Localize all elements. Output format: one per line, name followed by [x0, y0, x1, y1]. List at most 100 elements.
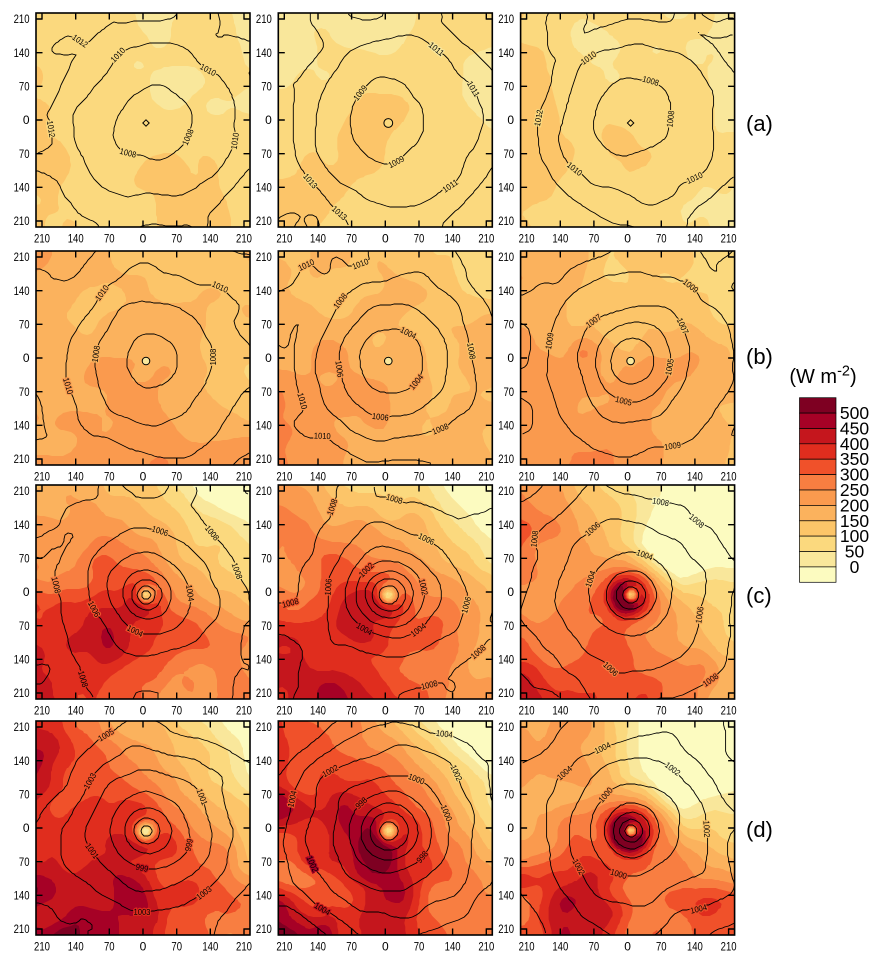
svg-text:210: 210: [721, 704, 737, 718]
svg-text:1004: 1004: [435, 728, 453, 740]
svg-text:140: 140: [14, 518, 30, 532]
svg-text:70: 70: [504, 619, 515, 633]
svg-text:140: 140: [310, 232, 326, 246]
svg-text:500: 500: [840, 403, 869, 423]
svg-text:1012: 1012: [45, 120, 58, 138]
svg-text:140: 140: [498, 889, 514, 903]
svg-text:150: 150: [840, 511, 869, 531]
svg-text:70: 70: [589, 470, 600, 484]
svg-text:1006: 1006: [333, 360, 345, 378]
svg-text:210: 210: [14, 484, 30, 498]
svg-text:140: 140: [687, 940, 703, 954]
svg-text:70: 70: [504, 80, 515, 94]
svg-text:140: 140: [14, 284, 30, 298]
svg-text:210: 210: [34, 704, 50, 718]
svg-text:210: 210: [256, 686, 272, 700]
svg-text:70: 70: [656, 470, 667, 484]
svg-text:1008: 1008: [664, 110, 676, 128]
svg-text:210: 210: [256, 452, 272, 466]
svg-text:210: 210: [276, 470, 292, 484]
svg-text:140: 140: [202, 470, 218, 484]
svg-text:210: 210: [721, 940, 737, 954]
svg-text:1010: 1010: [314, 431, 331, 442]
svg-text:140: 140: [445, 232, 461, 246]
svg-text:140: 140: [498, 181, 514, 195]
svg-text:210: 210: [276, 704, 292, 718]
svg-text:210: 210: [478, 940, 494, 954]
svg-text:210: 210: [256, 214, 272, 228]
svg-text:210: 210: [519, 940, 535, 954]
svg-text:140: 140: [687, 470, 703, 484]
svg-text:70: 70: [414, 470, 425, 484]
svg-text:70: 70: [504, 552, 515, 566]
svg-text:140: 140: [14, 889, 30, 903]
svg-text:70: 70: [19, 80, 30, 94]
svg-text:1008: 1008: [465, 342, 478, 361]
svg-text:210: 210: [236, 470, 252, 484]
svg-text:140: 140: [552, 940, 568, 954]
svg-text:70: 70: [104, 470, 115, 484]
svg-text:0: 0: [23, 821, 30, 835]
svg-text:70: 70: [346, 470, 357, 484]
svg-text:70: 70: [261, 619, 272, 633]
svg-text:1008: 1008: [90, 345, 103, 363]
svg-text:140: 140: [310, 940, 326, 954]
svg-text:140: 140: [256, 889, 272, 903]
svg-text:70: 70: [589, 940, 600, 954]
svg-text:210: 210: [498, 686, 514, 700]
svg-text:1006: 1006: [371, 411, 389, 423]
svg-text:140: 140: [310, 704, 326, 718]
svg-text:140: 140: [445, 470, 461, 484]
svg-text:210: 210: [236, 232, 252, 246]
svg-text:0: 0: [382, 940, 389, 954]
svg-text:0: 0: [624, 232, 631, 246]
svg-text:(d): (d): [746, 817, 773, 842]
svg-text:0: 0: [382, 704, 389, 718]
svg-text:210: 210: [256, 720, 272, 734]
svg-text:140: 140: [256, 181, 272, 195]
svg-text:0: 0: [382, 232, 389, 246]
svg-text:1008: 1008: [208, 348, 218, 365]
svg-text:210: 210: [276, 232, 292, 246]
svg-text:70: 70: [171, 232, 182, 246]
svg-text:(b): (b): [746, 344, 773, 369]
svg-text:0: 0: [265, 351, 272, 365]
svg-text:140: 140: [202, 940, 218, 954]
svg-text:210: 210: [498, 214, 514, 228]
svg-text:70: 70: [504, 318, 515, 332]
svg-text:1009: 1009: [663, 440, 681, 453]
svg-text:140: 140: [552, 704, 568, 718]
svg-text:210: 210: [498, 720, 514, 734]
svg-text:70: 70: [19, 552, 30, 566]
svg-text:0: 0: [265, 113, 272, 127]
svg-text:450: 450: [840, 419, 869, 439]
svg-text:140: 140: [68, 940, 84, 954]
svg-text:140: 140: [14, 754, 30, 768]
svg-text:210: 210: [14, 250, 30, 264]
svg-text:140: 140: [202, 232, 218, 246]
svg-text:(W m-2): (W m-2): [789, 364, 856, 389]
svg-text:0: 0: [140, 470, 147, 484]
svg-text:0: 0: [23, 585, 30, 599]
svg-text:70: 70: [504, 855, 515, 869]
svg-text:210: 210: [478, 470, 494, 484]
svg-text:140: 140: [498, 518, 514, 532]
svg-text:70: 70: [261, 385, 272, 399]
svg-text:0: 0: [140, 704, 147, 718]
svg-text:1006: 1006: [693, 606, 705, 624]
svg-text:1008: 1008: [528, 530, 540, 548]
svg-text:140: 140: [687, 704, 703, 718]
svg-text:1012: 1012: [532, 109, 545, 128]
svg-text:210: 210: [519, 232, 535, 246]
svg-text:70: 70: [589, 232, 600, 246]
svg-text:70: 70: [261, 80, 272, 94]
svg-text:140: 140: [445, 704, 461, 718]
svg-text:1004: 1004: [184, 584, 196, 602]
svg-text:0: 0: [265, 585, 272, 599]
svg-text:210: 210: [256, 484, 272, 498]
svg-text:210: 210: [256, 12, 272, 26]
svg-text:140: 140: [498, 284, 514, 298]
svg-text:1004: 1004: [285, 789, 298, 808]
svg-text:1002: 1002: [701, 820, 712, 838]
svg-text:210: 210: [34, 232, 50, 246]
